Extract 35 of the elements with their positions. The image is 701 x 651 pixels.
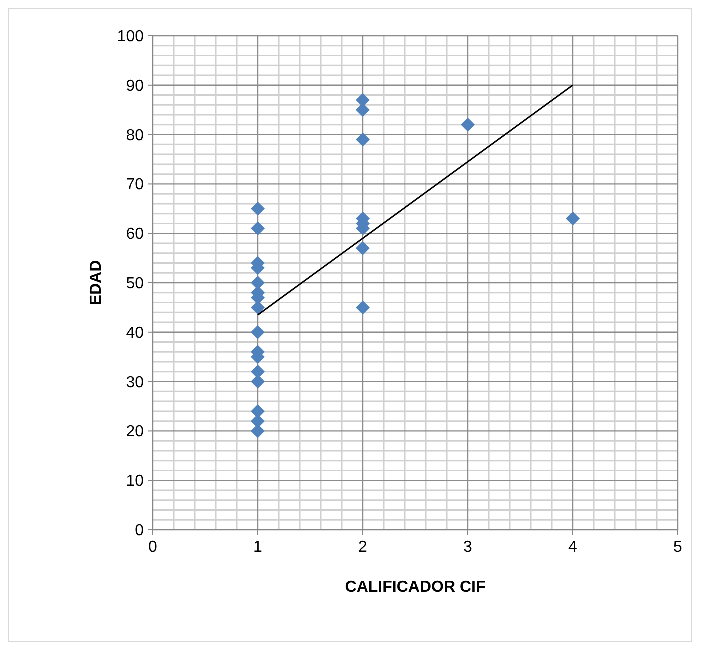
- x-tick-label: 4: [568, 539, 578, 556]
- y-tick-label: 20: [126, 424, 144, 441]
- y-axis-title: EDAD: [88, 260, 105, 306]
- x-tick-label: 5: [674, 539, 683, 556]
- point: [251, 222, 265, 236]
- point: [356, 93, 370, 108]
- point: [251, 364, 265, 379]
- y-tick-label: 50: [126, 276, 144, 292]
- x-tick-label: 2: [358, 539, 368, 556]
- point: [566, 212, 580, 226]
- point: [251, 325, 265, 340]
- point: [251, 276, 265, 290]
- y-tick-label: 70: [126, 176, 144, 194]
- y-tick-label: 30: [126, 374, 144, 392]
- point: [251, 374, 265, 389]
- y-tick-label: 10: [126, 473, 144, 490]
- y-tick-label: 0: [135, 522, 144, 540]
- x-tick-label: 3: [464, 539, 473, 556]
- point: [251, 300, 265, 315]
- point: [251, 424, 265, 438]
- point: [356, 132, 370, 147]
- x-axis-title: CALIFICADOR CIF: [345, 579, 486, 596]
- point: [356, 241, 370, 256]
- x-tick-label: 0: [148, 539, 158, 556]
- point: [356, 103, 370, 118]
- point: [356, 300, 370, 315]
- y-tick-label: 100: [117, 28, 144, 46]
- point: [461, 118, 475, 132]
- y-tick-label: 40: [126, 324, 144, 342]
- y-tick-label: 60: [126, 226, 144, 244]
- y-tick-label: 80: [126, 127, 144, 144]
- y-tick-label: 90: [126, 78, 144, 95]
- point: [251, 202, 265, 216]
- x-tick-label: 1: [254, 539, 263, 556]
- point: [251, 404, 265, 418]
